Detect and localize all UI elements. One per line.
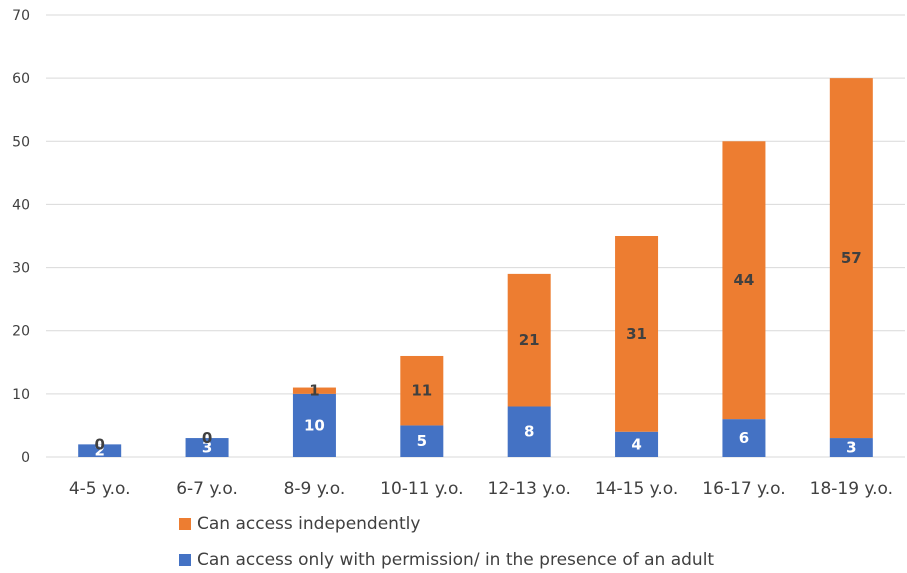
bar-segment: [400, 425, 444, 457]
bar-segment: [185, 438, 229, 457]
x-category-label: 14-15 y.o.: [595, 479, 678, 499]
y-tick-label: 50: [12, 134, 30, 150]
y-tick-label: 30: [12, 261, 30, 277]
bar-segment: [292, 387, 336, 394]
data-label: 8: [524, 423, 534, 441]
data-label: 3: [202, 439, 212, 457]
y-tick-label: 20: [12, 324, 30, 340]
bar-segment: [829, 438, 873, 457]
x-category-label: 6-7 y.o.: [176, 479, 238, 499]
bar-segment: [507, 406, 551, 457]
bar-segment: [507, 273, 551, 407]
y-tick-label: 70: [12, 8, 30, 24]
data-label: 2: [94, 442, 104, 460]
legend-label-blue: Can access only with permission/ in the …: [197, 550, 715, 570]
data-label: 0: [94, 435, 104, 453]
bar-segment: [400, 355, 444, 426]
data-label: 57: [841, 249, 862, 267]
x-category-label: 18-19 y.o.: [810, 479, 893, 499]
data-label: 5: [417, 432, 427, 450]
bar-segment: [615, 431, 659, 457]
bar-segment: [78, 444, 122, 457]
bars: [78, 78, 873, 457]
bar-segment: [829, 78, 873, 439]
bar-segment: [722, 141, 766, 420]
x-axis-category-labels: 4-5 y.o. 6-7 y.o. 8-9 y.o. 10-11 y.o. 12-13 …: [69, 479, 893, 499]
x-category-label: 4-5 y.o.: [69, 479, 131, 499]
y-tick-label: 60: [12, 71, 30, 87]
legend-swatch-blue: [179, 554, 191, 566]
gridlines: [46, 14, 905, 458]
data-label: 21: [519, 331, 540, 349]
x-category-label: 10-11 y.o.: [380, 479, 463, 499]
bar-segment: [722, 419, 766, 457]
data-label: 44: [734, 271, 755, 289]
data-label: 6: [739, 429, 749, 447]
y-axis-tick-labels: 0 10 20 30 40 50 60 70: [12, 8, 30, 466]
legend-label-orange: Can access independently: [197, 514, 421, 534]
legend-swatch-orange: [179, 518, 191, 530]
data-label: 11: [411, 382, 432, 400]
data-label: 0: [202, 429, 212, 447]
legend-item-blue: Can access only with permission/ in the …: [179, 550, 714, 570]
x-category-label: 12-13 y.o.: [488, 479, 571, 499]
y-tick-label: 40: [12, 197, 30, 213]
bar-segment: [292, 393, 336, 457]
y-tick-label: 0: [21, 450, 30, 466]
data-label: 3: [846, 439, 856, 457]
x-category-label: 16-17 y.o.: [702, 479, 785, 499]
data-label: 4: [631, 435, 641, 453]
data-label: 1: [309, 382, 319, 400]
y-tick-label: 10: [12, 387, 30, 403]
x-category-label: 8-9 y.o.: [284, 479, 346, 499]
bar-segment: [615, 236, 659, 432]
data-label: 31: [626, 325, 647, 343]
data-label: 10: [304, 416, 325, 434]
legend-item-orange: Can access independently: [179, 514, 420, 534]
